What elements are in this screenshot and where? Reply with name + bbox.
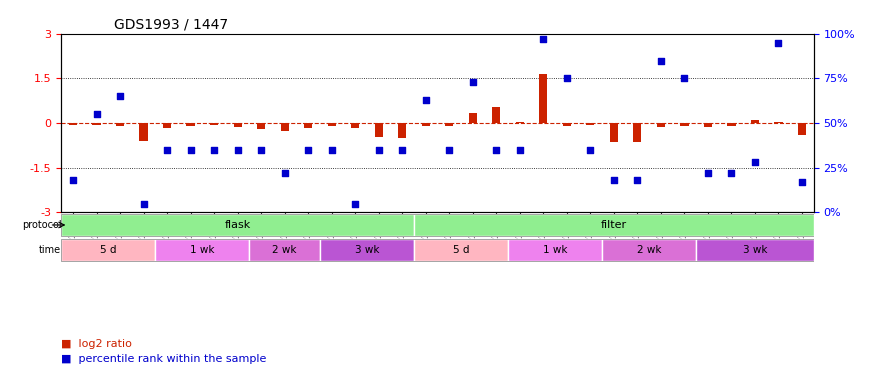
Point [442,147,456,153]
Point [184,147,198,153]
Point [66,177,80,183]
Bar [492,107,500,123]
FancyBboxPatch shape [414,239,508,261]
Point [513,147,527,153]
Bar [727,123,736,126]
Point [372,147,386,153]
Point [677,75,691,81]
Bar [445,123,453,126]
Point [396,147,410,153]
Bar [422,123,430,126]
Bar [374,123,383,136]
Bar [210,123,218,126]
Bar [680,123,689,126]
Text: protocol: protocol [22,220,61,230]
Bar [798,123,806,135]
Point [489,147,503,153]
Bar [281,123,289,130]
FancyBboxPatch shape [320,239,414,261]
Point [89,111,103,117]
Text: 3 wk: 3 wk [743,245,767,255]
Bar [469,112,477,123]
Bar [704,123,712,127]
Bar [539,74,548,123]
Point [466,79,480,85]
Point [536,36,550,42]
Bar [774,122,782,123]
Point [348,201,362,207]
Point [795,179,809,185]
Text: filter: filter [601,220,626,230]
Bar [93,123,101,124]
Bar [634,123,641,142]
Bar [398,123,406,138]
Text: GDS1993 / 1447: GDS1993 / 1447 [114,17,228,31]
Text: 2 wk: 2 wk [637,245,662,255]
Point [724,170,738,176]
Point [113,93,127,99]
Point [772,40,786,46]
Bar [351,123,360,129]
Text: 5 d: 5 d [452,245,469,255]
Point [654,57,668,63]
Bar [327,123,336,126]
Text: flask: flask [225,220,251,230]
Text: time: time [39,245,61,255]
Text: 3 wk: 3 wk [354,245,379,255]
Bar [657,123,665,127]
Point [701,170,715,176]
Bar [515,122,524,123]
Bar [186,123,195,126]
Bar [234,123,242,127]
FancyBboxPatch shape [249,239,320,261]
FancyBboxPatch shape [414,214,814,236]
Bar [304,123,312,128]
Text: 1 wk: 1 wk [542,245,567,255]
Point [254,147,268,153]
Point [277,170,291,176]
Bar [116,123,124,126]
Point [160,147,174,153]
FancyBboxPatch shape [508,239,602,261]
Point [630,177,644,183]
Point [136,201,150,207]
Bar [586,123,594,126]
Bar [163,123,172,128]
Point [231,147,245,153]
Point [419,97,433,103]
Point [748,159,762,165]
Text: ■  percentile rank within the sample: ■ percentile rank within the sample [61,354,267,364]
Point [301,147,315,153]
Text: 1 wk: 1 wk [190,245,214,255]
Bar [751,120,760,123]
Bar [610,123,618,142]
Point [584,147,598,153]
Text: 5 d: 5 d [100,245,116,255]
Text: 2 wk: 2 wk [272,245,297,255]
FancyBboxPatch shape [696,239,814,261]
Point [560,75,574,81]
FancyBboxPatch shape [61,214,414,236]
Point [207,147,221,153]
FancyBboxPatch shape [61,239,156,261]
Point [325,147,339,153]
Bar [257,123,265,129]
Point [607,177,621,183]
Bar [69,123,77,124]
FancyBboxPatch shape [602,239,697,261]
FancyBboxPatch shape [156,239,249,261]
Bar [139,123,148,141]
Text: ■  log2 ratio: ■ log2 ratio [61,339,132,349]
Bar [563,123,571,126]
